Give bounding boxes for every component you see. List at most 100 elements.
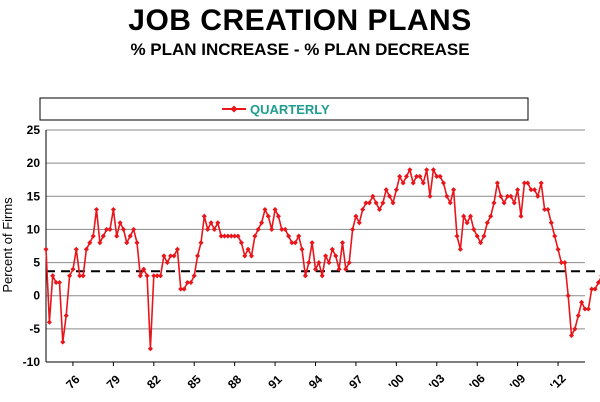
- data-point: [242, 253, 248, 259]
- data-point: [370, 193, 376, 199]
- data-point: [346, 260, 352, 266]
- data-point: [481, 233, 487, 239]
- data-point: [420, 180, 426, 186]
- data-point: [151, 273, 157, 279]
- data-point: [582, 306, 588, 312]
- data-point: [494, 180, 500, 186]
- legend-box: [39, 97, 529, 121]
- data-point: [356, 220, 362, 226]
- data-point: [107, 226, 113, 232]
- data-point: [269, 226, 275, 232]
- data-point: [339, 240, 346, 246]
- data-point: [552, 233, 558, 239]
- data-point: [565, 293, 571, 299]
- data-point: [141, 266, 147, 272]
- y-tick-label: 10: [27, 222, 41, 236]
- data-point: [104, 226, 110, 232]
- data-point: [218, 233, 224, 239]
- x-tick-label: 91: [265, 372, 285, 392]
- data-point: [77, 273, 83, 279]
- x-tick-label: '06: [467, 371, 489, 393]
- data-point: [316, 260, 322, 266]
- data-point: [171, 253, 177, 259]
- data-point: [515, 187, 521, 193]
- data-point: [245, 246, 251, 252]
- data-point: [275, 213, 281, 219]
- data-point: [87, 240, 93, 246]
- data-point: [508, 193, 514, 199]
- data-point: [195, 253, 201, 259]
- data-point: [174, 246, 180, 252]
- data-point: [504, 193, 511, 199]
- data-point: [289, 240, 295, 246]
- data-point: [312, 266, 319, 272]
- data-point: [157, 273, 164, 279]
- data-point: [178, 286, 184, 292]
- data-point: [184, 279, 191, 286]
- data-point: [46, 319, 52, 325]
- data-point: [568, 332, 575, 339]
- data-point: [302, 273, 308, 279]
- data-point: [451, 187, 457, 193]
- data-point: [238, 240, 244, 246]
- y-tick-label: 15: [27, 189, 41, 203]
- data-point: [272, 206, 278, 213]
- data-point: [205, 226, 211, 232]
- data-point: [60, 339, 66, 345]
- data-point: [575, 313, 581, 319]
- data-point: [100, 233, 106, 239]
- data-point: [147, 346, 153, 352]
- data-point: [393, 187, 399, 193]
- chart-title: JOB CREATION PLANS: [128, 4, 472, 37]
- data-point: [329, 246, 335, 252]
- legend-marker: [230, 105, 238, 113]
- data-point: [319, 273, 325, 279]
- y-axis-label: Percent of Firms: [0, 197, 15, 293]
- data-point: [309, 240, 315, 246]
- data-point: [56, 279, 63, 286]
- data-point: [558, 260, 564, 266]
- data-point: [73, 246, 79, 252]
- data-point: [228, 233, 234, 239]
- gridlines: [46, 129, 585, 363]
- y-tick-label: 0: [33, 289, 40, 303]
- data-point: [248, 253, 255, 259]
- x-tick-label: '00: [386, 371, 408, 393]
- data-point: [585, 306, 591, 312]
- data-point: [134, 240, 140, 246]
- legend: QUARTERLY: [39, 97, 529, 121]
- data-point: [430, 167, 436, 173]
- data-point: [80, 273, 86, 279]
- data-point: [110, 206, 116, 213]
- data-point: [350, 226, 356, 232]
- data-point: [323, 253, 329, 259]
- data-point: [63, 313, 69, 319]
- data-point: [376, 206, 383, 213]
- data-point: [306, 260, 312, 266]
- y-tick-label: -10: [23, 355, 41, 369]
- data-point: [221, 233, 228, 239]
- data-point: [114, 233, 120, 239]
- data-point: [437, 173, 443, 179]
- data-point: [144, 273, 150, 279]
- data-point: [181, 286, 187, 292]
- data-point: [326, 260, 332, 266]
- data-point: [511, 200, 517, 206]
- data-point: [491, 200, 497, 206]
- data-point: [467, 213, 474, 219]
- data-point: [373, 200, 379, 206]
- data-point: [43, 246, 49, 252]
- data-point: [353, 213, 359, 219]
- x-tick-label: 94: [306, 372, 326, 392]
- data-point: [333, 253, 339, 259]
- data-point: [545, 206, 551, 213]
- x-tick-label: 76: [63, 372, 83, 392]
- data-point: [407, 167, 413, 173]
- data-point: [191, 273, 197, 279]
- data-point: [201, 213, 207, 219]
- x-tick-label: 82: [144, 372, 164, 392]
- x-tick-label: 97: [346, 372, 366, 392]
- x-tick-label: '12: [547, 371, 569, 393]
- data-point: [562, 260, 568, 266]
